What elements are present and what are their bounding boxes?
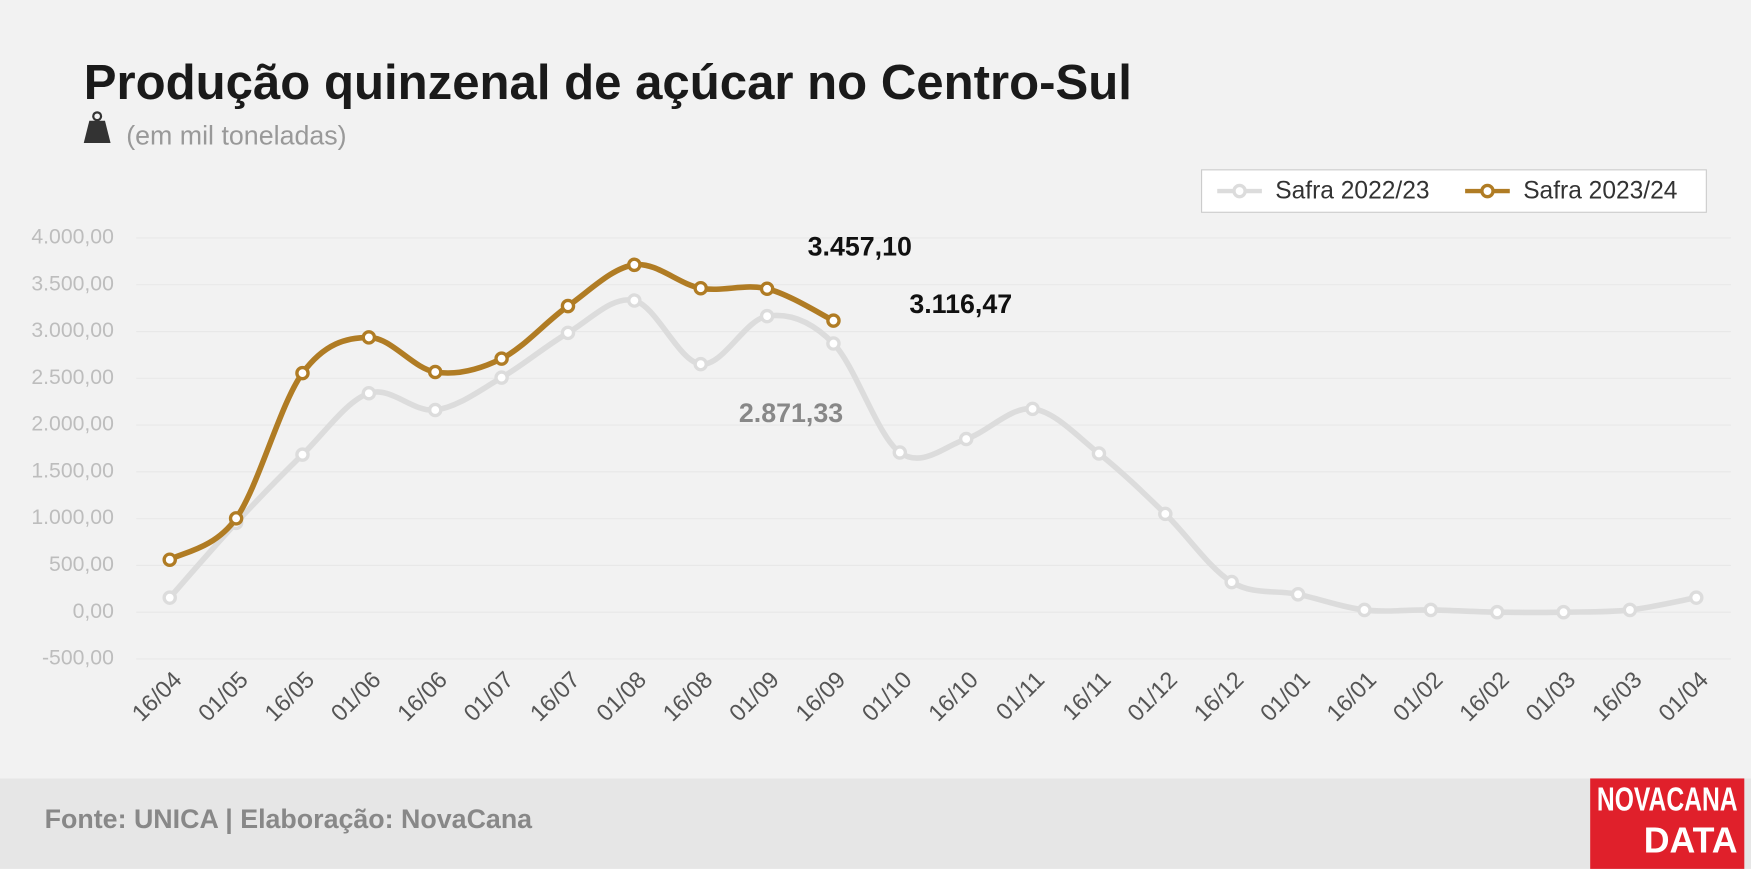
point xyxy=(627,293,642,308)
y-tick-label: 4.000,00 xyxy=(31,226,114,249)
point xyxy=(162,552,177,567)
x-tick-label: 16/07 xyxy=(525,666,585,726)
legend-marker xyxy=(1232,183,1247,199)
logo-box xyxy=(1590,778,1745,869)
data-label: 3.116,47 xyxy=(909,289,1012,319)
x-tick-label: 01/07 xyxy=(459,666,519,726)
x-tick-label: 01/08 xyxy=(591,666,651,726)
point xyxy=(1158,506,1173,522)
y-tick-label: 2.000,00 xyxy=(31,413,114,436)
point xyxy=(361,386,377,401)
point xyxy=(1423,602,1439,618)
point xyxy=(1489,604,1505,620)
point xyxy=(892,445,908,460)
point xyxy=(494,370,509,385)
point xyxy=(759,281,775,297)
x-tick-label: 01/12 xyxy=(1122,666,1182,726)
x-tick-label: 01/09 xyxy=(724,666,784,726)
x-tick-label: 16/08 xyxy=(658,666,718,726)
point xyxy=(1025,401,1040,417)
x-tick-label: 01/01 xyxy=(1255,666,1315,726)
source: Fonte: UNICA | Elaboração: NovaCana xyxy=(45,804,534,834)
point xyxy=(427,364,443,380)
x-tick-label: 16/04 xyxy=(127,666,187,726)
legend-label: Safra 2022/23 xyxy=(1275,178,1429,205)
legend-box xyxy=(1201,169,1707,213)
y-tick-label: 1.000,00 xyxy=(31,506,114,529)
point xyxy=(1357,602,1372,618)
logo-text: NOVACANA xyxy=(1597,782,1738,819)
x-tick-label: 01/11 xyxy=(991,666,1050,725)
point xyxy=(1622,602,1638,618)
x-tick-label: 16/05 xyxy=(259,666,319,726)
chart-title: Produção quinzenal de açúcar no Centro-S… xyxy=(84,56,1132,110)
x-tick-label: 01/02 xyxy=(1388,666,1448,726)
logo-text: DATA xyxy=(1644,821,1738,861)
data-label: 2.871,33 xyxy=(739,398,843,428)
point xyxy=(1091,446,1107,461)
x-tick-label: 01/03 xyxy=(1521,666,1581,726)
point xyxy=(560,298,576,314)
data-label: 3.457,10 xyxy=(808,232,912,262)
point xyxy=(162,590,177,605)
point xyxy=(693,356,708,372)
point xyxy=(1689,590,1704,605)
x-tick-label: 01/04 xyxy=(1653,666,1713,726)
point xyxy=(693,280,708,296)
y-tick-label: 1.500,00 xyxy=(31,459,114,482)
point xyxy=(627,257,642,273)
x-tick-label: 16/12 xyxy=(1189,666,1249,726)
point xyxy=(361,330,377,345)
point xyxy=(826,313,841,328)
point xyxy=(427,402,443,418)
legend-label: Safra 2023/24 xyxy=(1523,178,1677,205)
y-tick-label: 3.000,00 xyxy=(31,319,114,342)
point xyxy=(228,511,244,526)
weight-icon xyxy=(83,111,111,144)
point xyxy=(1556,604,1571,620)
footer-band xyxy=(0,778,1751,869)
x-tick-label: 16/06 xyxy=(392,666,452,726)
point xyxy=(826,336,841,351)
point xyxy=(958,431,974,447)
point xyxy=(494,351,509,366)
legend-marker xyxy=(1480,183,1495,199)
point xyxy=(1290,587,1306,602)
point xyxy=(759,308,775,324)
x-tick-label: 16/10 xyxy=(923,666,983,726)
y-tick-label: 0,00 xyxy=(73,600,114,623)
x-tick-label: 16/11 xyxy=(1057,666,1116,725)
x-tick-label: 01/10 xyxy=(857,666,917,726)
x-tick-label: 16/03 xyxy=(1587,666,1647,726)
x-tick-label: 16/01 xyxy=(1321,666,1381,726)
point xyxy=(1224,574,1239,590)
y-tick-label: 3.500,00 xyxy=(31,272,114,295)
y-tick-label: -500,00 xyxy=(42,647,114,670)
x-tick-label: 16/02 xyxy=(1454,666,1514,726)
y-tick-label: 500,00 xyxy=(49,553,114,576)
x-tick-label: 16/09 xyxy=(790,666,850,726)
x-tick-label: 01/05 xyxy=(193,666,253,726)
chart-subtitle: (em mil toneladas) xyxy=(126,121,346,151)
point xyxy=(560,325,576,341)
y-tick-label: 2.500,00 xyxy=(31,366,114,389)
series-line xyxy=(168,261,835,563)
point xyxy=(295,447,310,462)
x-tick-label: 01/06 xyxy=(326,666,386,726)
point xyxy=(295,365,310,381)
